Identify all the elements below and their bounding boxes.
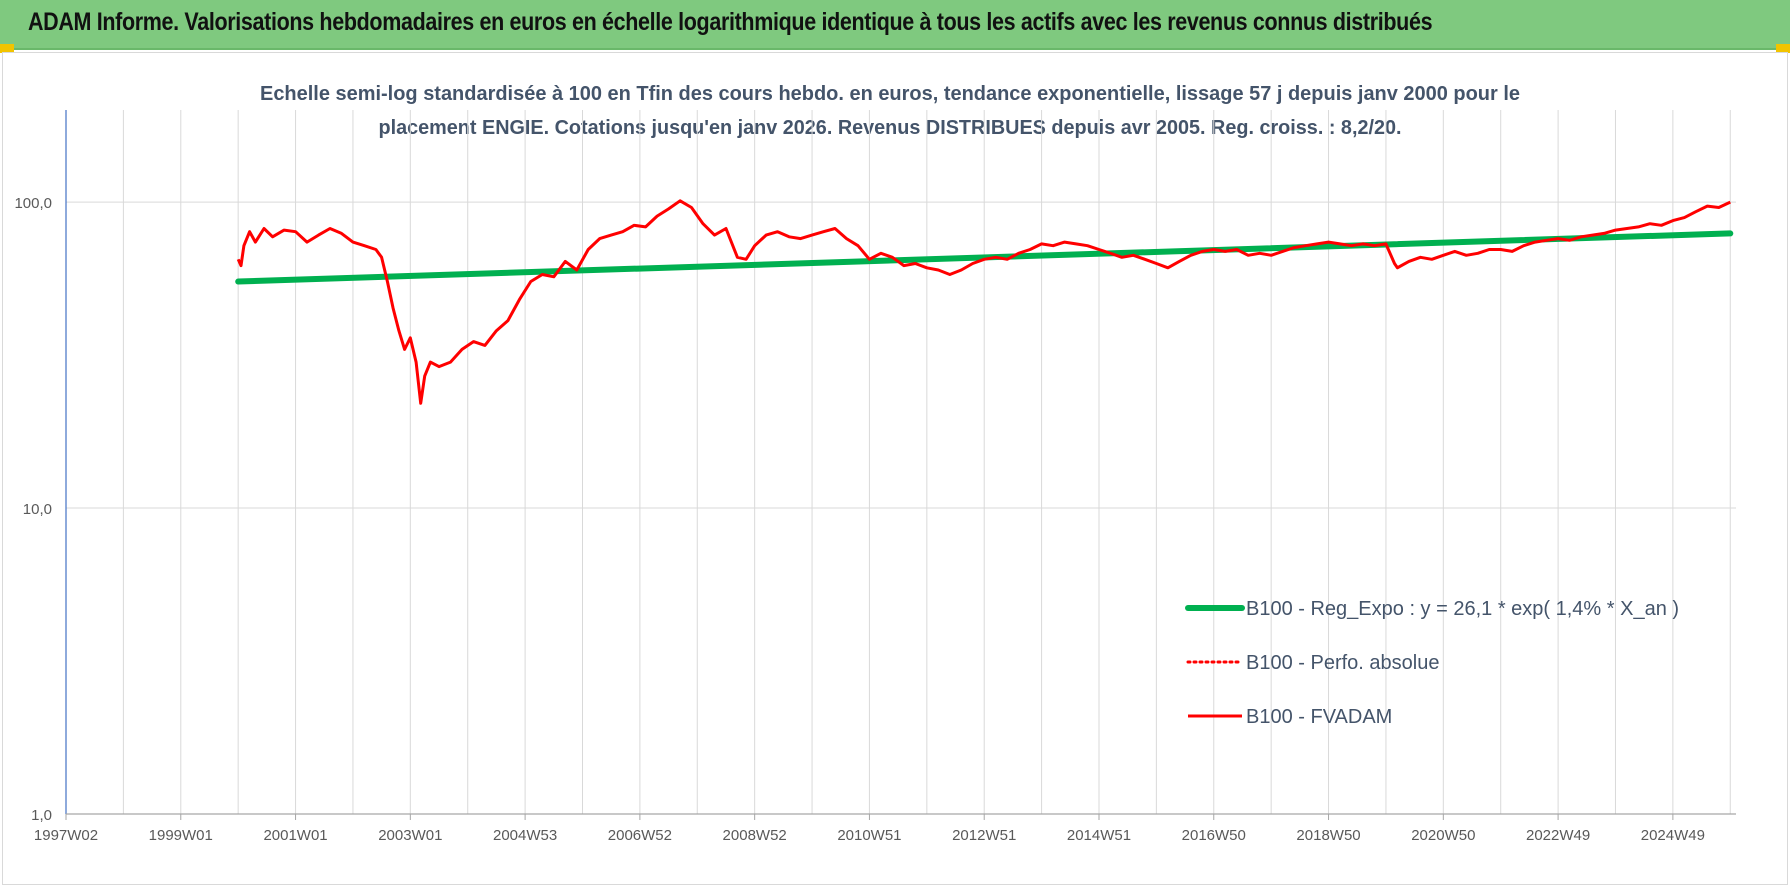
x-tick-label: 1999W01 bbox=[149, 827, 213, 844]
y-tick-label: 1,0 bbox=[31, 807, 52, 824]
report-banner: ADAM Informe. Valorisations hebdomadaire… bbox=[0, 0, 1790, 50]
corner-marker-left bbox=[0, 44, 14, 53]
axis-layer: 1,0 10,0 100,0 1997W02 1999W01 2001W01 2003W01… bbox=[14, 110, 1736, 844]
x-tick-label: 2004W53 bbox=[493, 827, 557, 844]
x-tick-label: 2024W49 bbox=[1641, 827, 1705, 844]
chart-title-line-2: placement ENGIE. Cotations jusqu'en janv… bbox=[379, 117, 1402, 139]
x-tick-label: 2010W51 bbox=[837, 827, 901, 844]
grid-layer bbox=[65, 110, 1736, 815]
chart-title-line-1: Echelle semi-log standardisée à 100 en T… bbox=[260, 83, 1520, 105]
legend: B100 - Reg_Expo : y = 26,1 * exp( 1,4% *… bbox=[1185, 598, 1679, 728]
x-tick-label: 2016W50 bbox=[1182, 827, 1246, 844]
x-tick-label: 2003W01 bbox=[378, 827, 442, 844]
corner-marker-right bbox=[1776, 44, 1790, 53]
x-tick-label: 2014W51 bbox=[1067, 827, 1131, 844]
x-tick-label: 2020W50 bbox=[1411, 827, 1475, 844]
series-layer bbox=[235, 199, 1734, 405]
legend-label-2: B100 - FVADAM bbox=[1246, 706, 1392, 728]
x-tick-label: 1997W02 bbox=[34, 827, 98, 844]
x-tick-label: 2012W51 bbox=[952, 827, 1016, 844]
x-tick-label: 2022W49 bbox=[1526, 827, 1590, 844]
legend-label-1: B100 - Perfo. absolue bbox=[1246, 652, 1439, 674]
x-tick-label: 2006W52 bbox=[608, 827, 672, 844]
x-tick-label: 2001W01 bbox=[263, 827, 327, 844]
series-line-2 bbox=[236, 199, 1731, 405]
y-tick-label: 100,0 bbox=[14, 195, 52, 212]
x-tick-label: 2018W50 bbox=[1296, 827, 1360, 844]
series-line-0 bbox=[235, 230, 1734, 285]
report-title: ADAM Informe. Valorisations hebdomadaire… bbox=[28, 8, 1433, 36]
legend-label-0: B100 - Reg_Expo : y = 26,1 * exp( 1,4% *… bbox=[1246, 598, 1679, 620]
x-tick-label: 2008W52 bbox=[723, 827, 787, 844]
chart-area-border bbox=[2, 52, 1788, 885]
y-tick-label: 10,0 bbox=[23, 501, 52, 518]
